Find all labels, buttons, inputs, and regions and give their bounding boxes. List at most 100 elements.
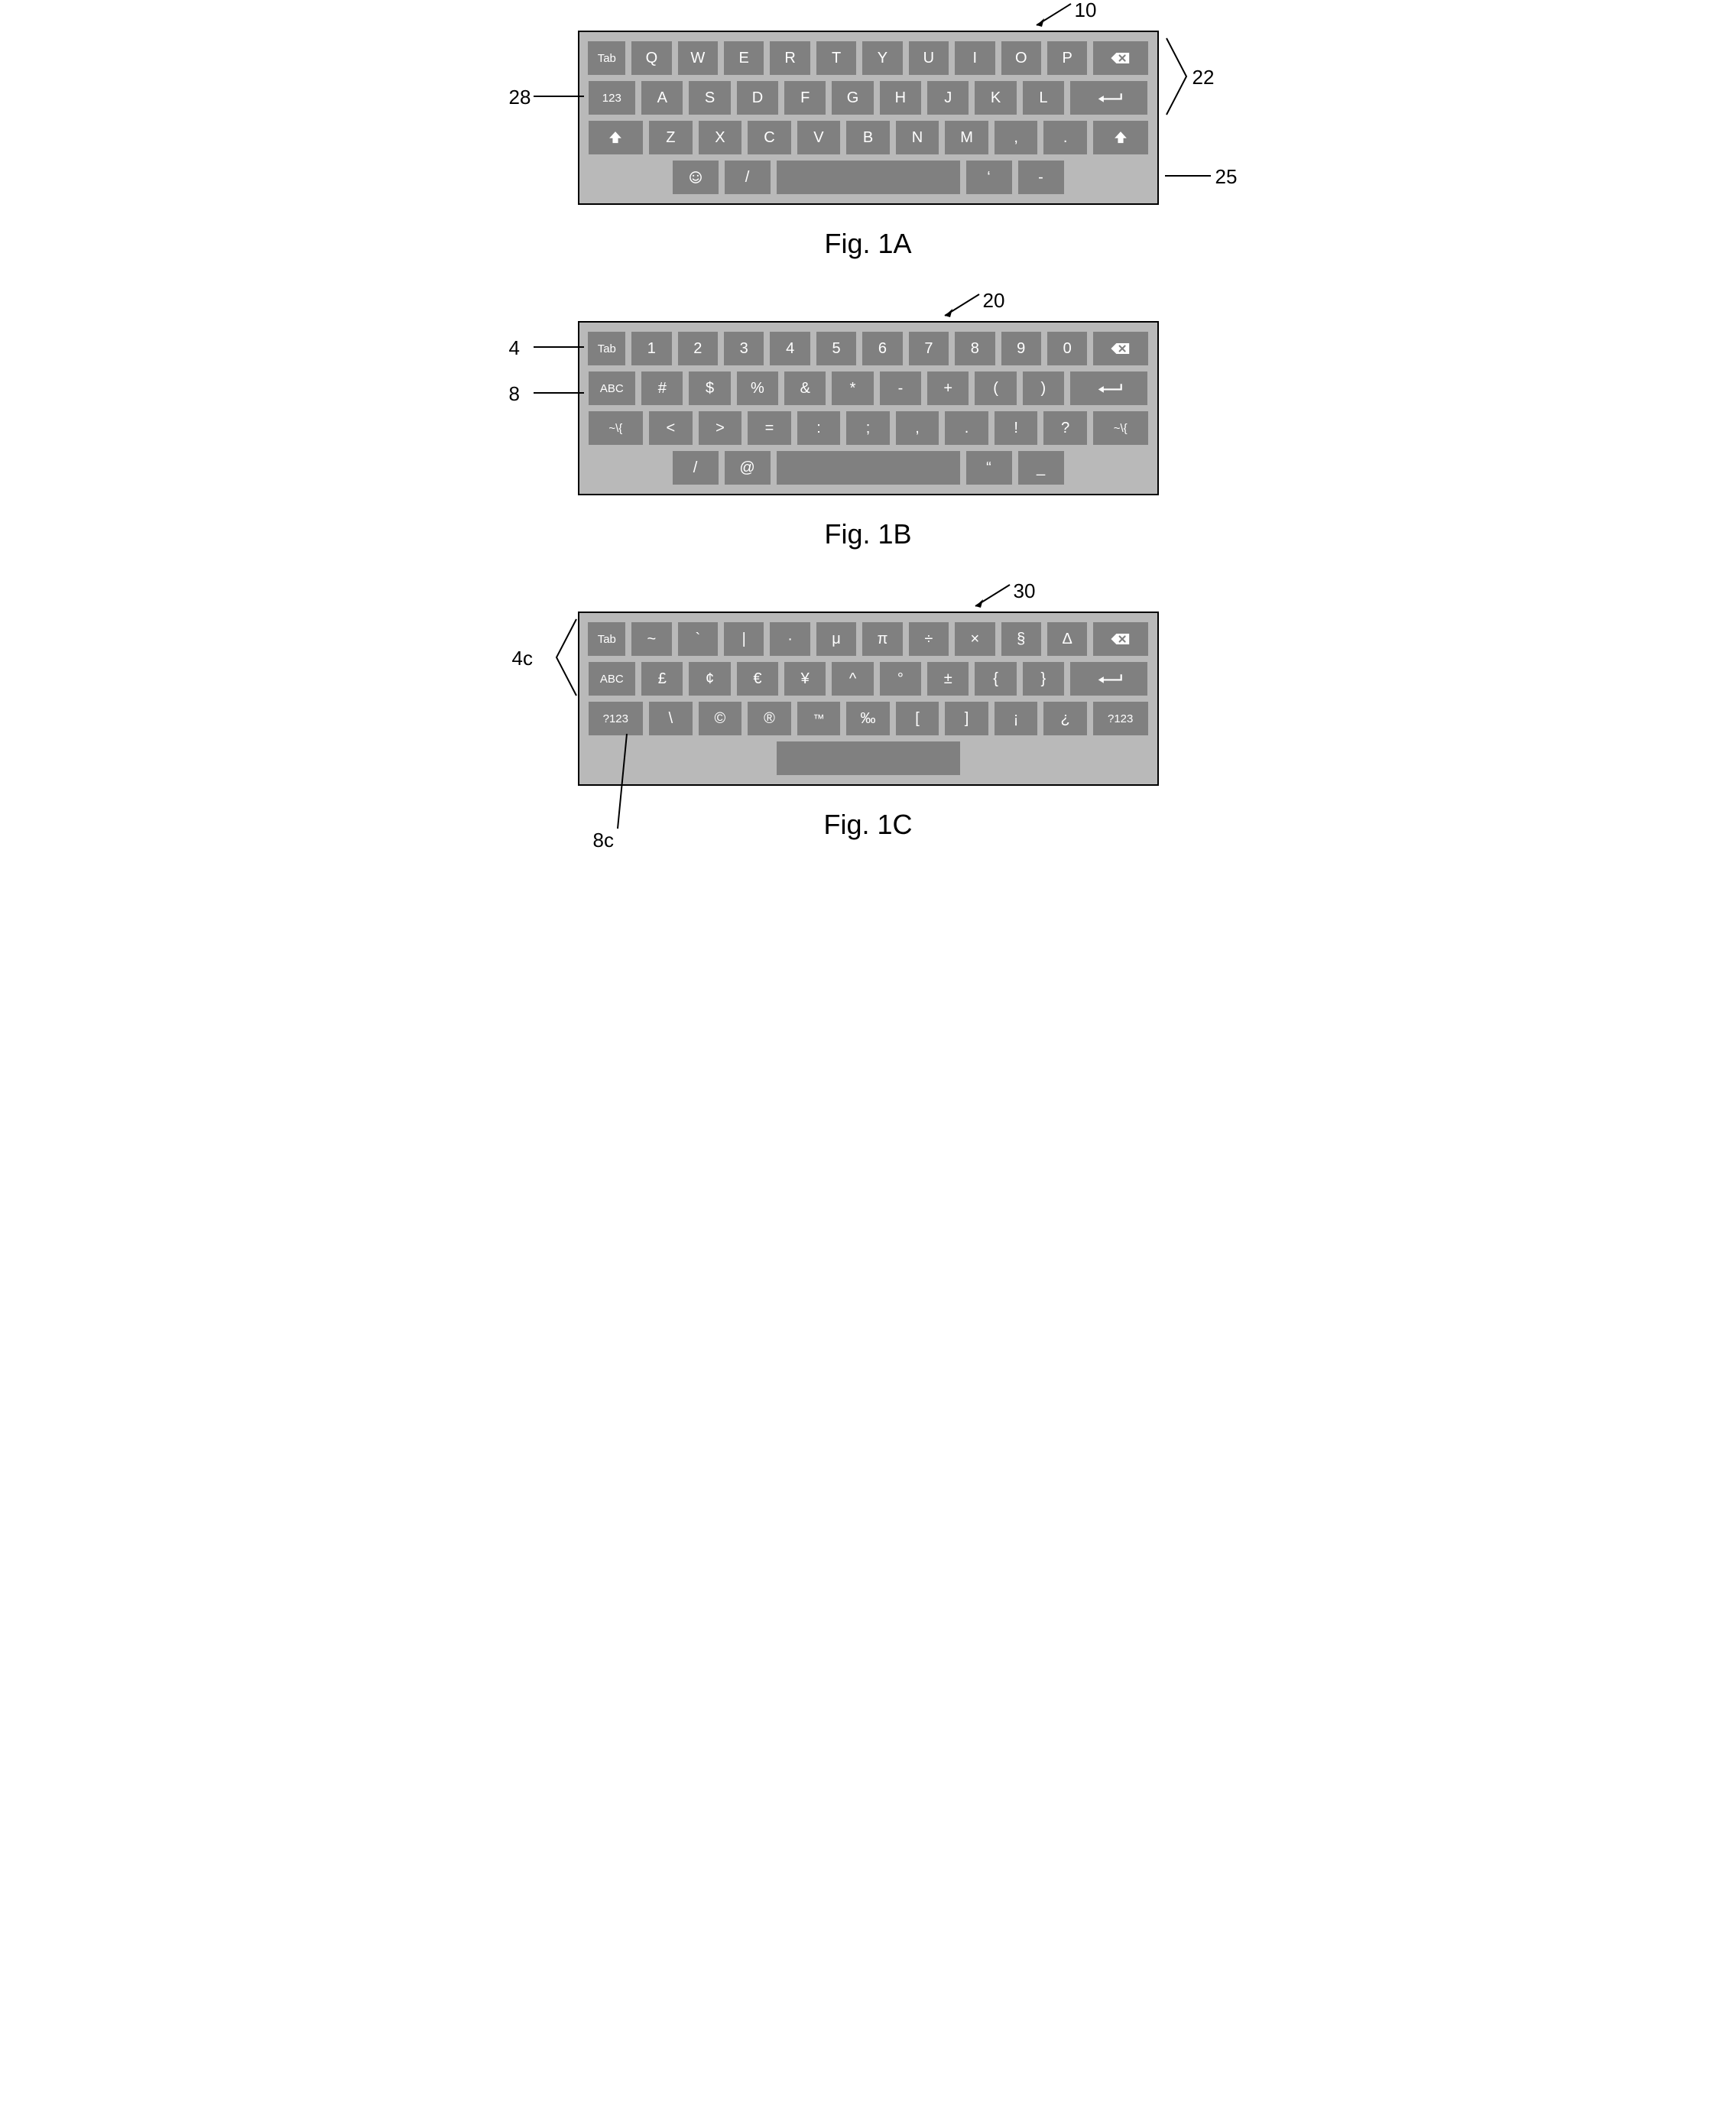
- dollar-key[interactable]: $: [689, 371, 730, 405]
- percent-key[interactable]: %: [737, 371, 778, 405]
- 1-key[interactable]: 1: [631, 332, 671, 365]
- colon-key[interactable]: :: [797, 411, 841, 445]
- lbracket-key[interactable]: [: [896, 702, 939, 735]
- dash-key[interactable]: -: [1018, 161, 1064, 194]
- pm-key[interactable]: ±: [927, 662, 969, 696]
- enter-key[interactable]: [1070, 662, 1147, 696]
- rparen-key[interactable]: ): [1023, 371, 1064, 405]
- 8-key[interactable]: 8: [955, 332, 995, 365]
- copyright-key[interactable]: ©: [699, 702, 742, 735]
- ampersand-key[interactable]: &: [784, 371, 826, 405]
- g-key[interactable]: G: [832, 81, 873, 115]
- question-key[interactable]: ?: [1043, 411, 1087, 445]
- tab-key[interactable]: Tab: [588, 41, 625, 75]
- shift-right-key[interactable]: [1093, 121, 1148, 154]
- pound-key[interactable]: £: [641, 662, 683, 696]
- spacebar-key[interactable]: [777, 451, 960, 485]
- 3-key[interactable]: 3: [724, 332, 764, 365]
- s-key[interactable]: S: [689, 81, 730, 115]
- comma-key[interactable]: ,: [896, 411, 939, 445]
- permille-key[interactable]: ‰: [846, 702, 890, 735]
- h-key[interactable]: H: [880, 81, 921, 115]
- asterisk-key[interactable]: *: [832, 371, 873, 405]
- backtick-key[interactable]: `: [678, 622, 718, 656]
- tm-key[interactable]: ™: [797, 702, 841, 735]
- v-key[interactable]: V: [797, 121, 841, 154]
- yen-key[interactable]: ¥: [784, 662, 826, 696]
- quote-key[interactable]: “: [966, 451, 1012, 485]
- j-key[interactable]: J: [927, 81, 969, 115]
- section-key[interactable]: §: [1001, 622, 1041, 656]
- euro-key[interactable]: €: [737, 662, 778, 696]
- sym-right-key[interactable]: ~\{: [1093, 411, 1148, 445]
- iexcl-key[interactable]: ¡: [995, 702, 1038, 735]
- slash-key[interactable]: /: [673, 451, 719, 485]
- 9-key[interactable]: 9: [1001, 332, 1041, 365]
- middot-key[interactable]: ·: [770, 622, 810, 656]
- d-key[interactable]: D: [737, 81, 778, 115]
- hash-key[interactable]: #: [641, 371, 683, 405]
- bang-key[interactable]: !: [995, 411, 1038, 445]
- times-key[interactable]: ×: [955, 622, 995, 656]
- sym-left-key[interactable]: ~\{: [589, 411, 644, 445]
- pipe-key[interactable]: |: [724, 622, 764, 656]
- caret-key[interactable]: ^: [832, 662, 873, 696]
- lparen-key[interactable]: (: [975, 371, 1016, 405]
- tab-key[interactable]: Tab: [588, 622, 625, 656]
- m-key[interactable]: M: [945, 121, 988, 154]
- p-key[interactable]: P: [1047, 41, 1087, 75]
- q-key[interactable]: Q: [631, 41, 671, 75]
- apostrophe-key[interactable]: ‘: [966, 161, 1012, 194]
- 5-key[interactable]: 5: [816, 332, 856, 365]
- emoji-key[interactable]: [673, 161, 719, 194]
- f-key[interactable]: F: [784, 81, 826, 115]
- t-key[interactable]: T: [816, 41, 856, 75]
- mode-123-left-key[interactable]: ?123: [589, 702, 644, 735]
- iquest-key[interactable]: ¿: [1043, 702, 1087, 735]
- spacebar-key[interactable]: [777, 161, 960, 194]
- e-key[interactable]: E: [724, 41, 764, 75]
- l-key[interactable]: L: [1023, 81, 1064, 115]
- c-key[interactable]: C: [748, 121, 791, 154]
- k-key[interactable]: K: [975, 81, 1016, 115]
- mode-123-right-key[interactable]: ?123: [1093, 702, 1148, 735]
- cent-key[interactable]: ¢: [689, 662, 730, 696]
- shift-left-key[interactable]: [589, 121, 644, 154]
- delta-key[interactable]: Δ: [1047, 622, 1087, 656]
- r-key[interactable]: R: [770, 41, 810, 75]
- backspace-key[interactable]: [1093, 41, 1147, 75]
- tilde-key[interactable]: ~: [631, 622, 671, 656]
- comma-key[interactable]: ,: [995, 121, 1038, 154]
- mu-key[interactable]: μ: [816, 622, 856, 656]
- 0-key[interactable]: 0: [1047, 332, 1087, 365]
- u-key[interactable]: U: [909, 41, 949, 75]
- w-key[interactable]: W: [678, 41, 718, 75]
- rbrace-key[interactable]: }: [1023, 662, 1064, 696]
- enter-key[interactable]: [1070, 371, 1147, 405]
- 6-key[interactable]: 6: [862, 332, 902, 365]
- 4-key[interactable]: 4: [770, 332, 810, 365]
- lbrace-key[interactable]: {: [975, 662, 1016, 696]
- 2-key[interactable]: 2: [678, 332, 718, 365]
- minus-key[interactable]: -: [880, 371, 921, 405]
- backslash-key[interactable]: \: [649, 702, 693, 735]
- period-key[interactable]: .: [1043, 121, 1087, 154]
- mode-abc-key[interactable]: ABC: [589, 371, 636, 405]
- lt-key[interactable]: <: [649, 411, 693, 445]
- i-key[interactable]: I: [955, 41, 995, 75]
- pi-key[interactable]: π: [862, 622, 902, 656]
- plus-key[interactable]: +: [927, 371, 969, 405]
- tab-key[interactable]: Tab: [588, 332, 625, 365]
- mode-abc-key[interactable]: ABC: [589, 662, 636, 696]
- period-key[interactable]: .: [945, 411, 988, 445]
- y-key[interactable]: Y: [862, 41, 902, 75]
- backspace-key[interactable]: [1093, 332, 1147, 365]
- z-key[interactable]: Z: [649, 121, 693, 154]
- 7-key[interactable]: 7: [909, 332, 949, 365]
- gt-key[interactable]: >: [699, 411, 742, 445]
- degree-key[interactable]: °: [880, 662, 921, 696]
- underscore-key[interactable]: _: [1018, 451, 1064, 485]
- mode-123-key[interactable]: 123: [589, 81, 636, 115]
- backspace-key[interactable]: [1093, 622, 1147, 656]
- a-key[interactable]: A: [641, 81, 683, 115]
